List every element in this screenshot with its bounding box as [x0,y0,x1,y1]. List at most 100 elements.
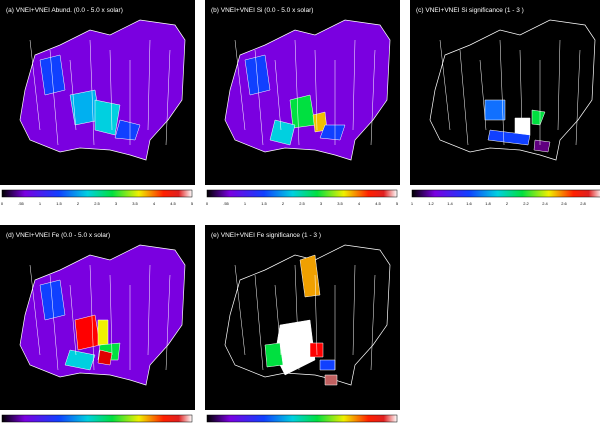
map-cell [64,349,96,371]
colorbar-tick-label: 2 [77,201,80,206]
map-cell [324,374,338,386]
colorbar-tick-label: 2.5 [94,201,100,206]
panel: (e) VNEI+VNEI Fe significance (1 - 3 )11… [205,225,400,427]
colorbar-tick-label: 1 [244,201,247,206]
colorbar-tick-label: 4 [358,201,361,206]
map-cell [533,139,551,153]
colorbar-tick-label: 3.5 [132,201,138,206]
cell-border [499,39,505,146]
panel: (b) VNEI+VNEI Si (0.0 - 5.0 x solar) 0 .55… [205,0,400,206]
map-cell [94,99,121,136]
colorbar-tick-label: 5 [191,201,194,206]
cell-border [109,274,113,356]
cell-border [49,274,59,371]
cell-border [69,59,77,131]
colorbar-tick-label: 2 [282,201,285,206]
colorbar-tick-label: 1 [39,201,42,206]
map-cell [484,99,506,121]
colorbar-tick-label: 2.5 [299,201,305,206]
cell-border [274,284,282,356]
panel-title: (b) VNEI+VNEI Si (0.0 - 5.0 x solar) [211,7,313,14]
cell-border [89,39,95,146]
map-cell [97,319,109,346]
panel-title: (c) VNEI+VNEI Si significance (1 - 3 ) [416,7,524,14]
map-region [19,244,186,386]
colorbar-tick-label: 2 [506,201,509,206]
cell-border [352,39,356,131]
colorbar-tick-label: 3.5 [337,201,343,206]
map-cell [264,342,284,368]
cell-border [165,274,171,371]
map-cell [319,124,346,141]
colorbar-tick-label: 4.5 [375,201,381,206]
colorbar-tick-label: 1.8 [485,201,491,206]
cell-border [234,264,246,356]
map-cell [487,129,531,146]
panel: (c) VNEI+VNEI Si significance (1 - 3 ) 1 1… [410,0,600,206]
panel-title: (d) VNEI+VNEI Fe (0.0 - 5.0 x solar) [6,232,110,239]
cell-border [370,49,376,146]
colorbar-tick-label: 5 [396,201,399,206]
map-region [224,19,391,161]
colorbar [1,189,193,198]
cell-border [557,39,561,131]
map-cell [244,54,271,96]
panel: (d) VNEI+VNEI Fe (0.0 - 5.0 x solar)0.55… [0,225,195,427]
colorbar-tick-label: 2.6 [561,201,567,206]
map-cell [39,54,66,96]
colorbar-tick-label: 2.2 [523,201,529,206]
colorbar [206,189,398,198]
cell-border [29,39,41,131]
cell-border [147,39,151,131]
cell-border [370,274,376,371]
colorbar-tick-label: 3 [115,201,118,206]
map-cell [39,279,66,321]
colorbar-tick-label: 0 [206,201,209,206]
cell-border [352,264,356,356]
colorbar [206,414,398,423]
cell-border [254,49,264,146]
cell-border [29,264,41,356]
cell-border [575,49,581,146]
cell-border [479,59,487,131]
map-cell [319,359,336,371]
cell-border [109,49,113,131]
cell-border [519,49,523,131]
map-cell [269,119,296,146]
colorbar-tick-label: 1.5 [56,201,62,206]
map-region [19,19,186,161]
colorbar-tick-label: 2.4 [542,201,548,206]
cell-border [234,39,246,131]
colorbar-tick-label: 4.5 [170,201,176,206]
cell-border [147,264,151,356]
cell-border [89,264,95,371]
panel: (a) VNEI+VNEI Abund. (0.0 - 5.0 x solar)… [0,0,195,206]
cell-border [254,274,264,371]
colorbar-tick-label: 1.2 [428,201,434,206]
map-cell [309,342,324,358]
cell-border [274,59,282,131]
cell-border [49,49,59,146]
colorbar-tick-label: 3 [320,201,323,206]
colorbar-tick-label: .55 [18,201,24,206]
cell-border [294,39,300,146]
colorbar-tick-label: 4 [153,201,156,206]
cell-border [314,49,318,131]
colorbar [1,414,193,423]
cell-border [165,49,171,146]
panel-title: (a) VNEI+VNEI Abund. (0.0 - 5.0 x solar) [6,7,123,14]
panel-title: (e) VNEI+VNEI Fe significance (1 - 3 ) [211,232,321,239]
colorbar [411,189,600,198]
cell-border [69,284,77,356]
map-region [429,19,596,161]
cell-border [314,274,318,356]
colorbar-tick-label: .55 [223,201,229,206]
colorbar-tick-label: 1.5 [261,201,267,206]
map-cell [514,117,531,136]
map-cell [299,254,321,298]
colorbar-tick-label: 1.6 [466,201,472,206]
cell-border [294,264,300,371]
map-cell [114,119,141,141]
